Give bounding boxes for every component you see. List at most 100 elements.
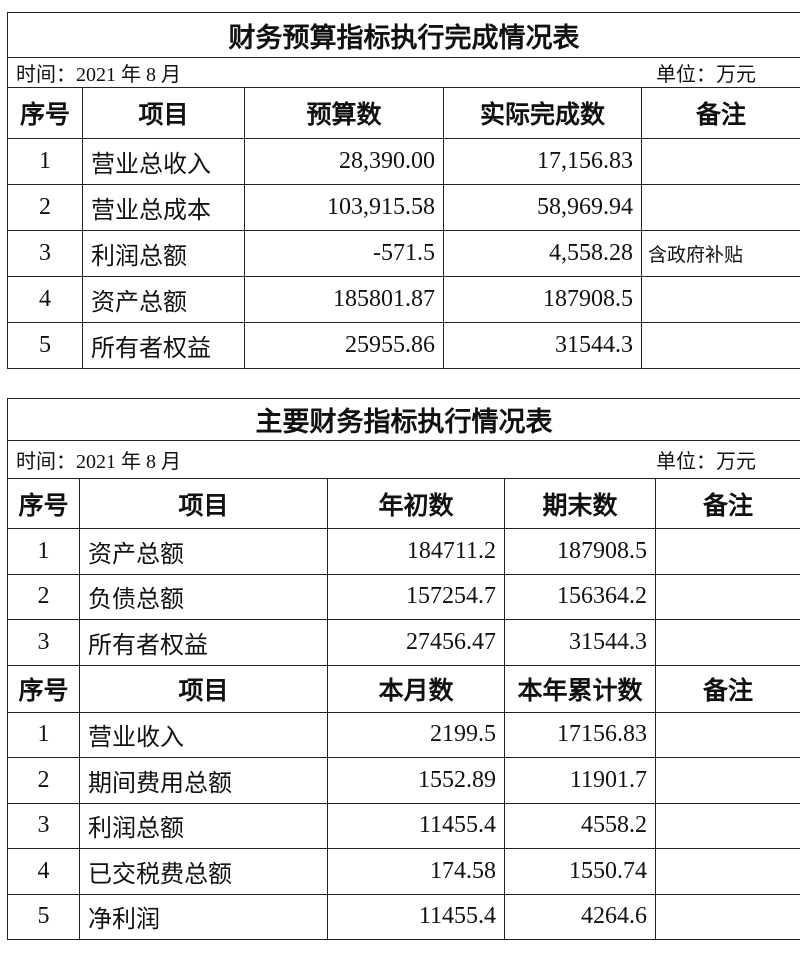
row-item: 所有者权益 [82, 322, 245, 369]
column-header: 预算数 [244, 87, 444, 139]
row-item: 已交税费总额 [79, 848, 328, 895]
row-value-2: 156364.2 [504, 573, 656, 620]
table-row: 4 资产总额 185801.87 187908.5 [7, 276, 800, 323]
table-row: 2 营业总成本 103,915.58 58,969.94 [7, 184, 800, 231]
row-value-2: 58,969.94 [443, 184, 642, 231]
column-header: 序号 [7, 664, 80, 713]
table-row: 1 营业总收入 28,390.00 17,156.83 [7, 138, 800, 185]
row-item: 资产总额 [82, 276, 245, 323]
row-value-1: 25955.86 [244, 322, 444, 369]
header-row: 序号 项目 年初数 期末数 备注 [7, 478, 800, 529]
row-index: 1 [7, 138, 83, 185]
row-item: 所有者权益 [79, 619, 328, 666]
row-note: 含政府补贴 [640, 230, 800, 277]
column-header: 期末数 [504, 478, 656, 529]
table-meta: 时间：2021 年 8 月 单位：万元 [6, 57, 800, 88]
row-index: 2 [7, 184, 83, 231]
unit-label: 单位：万元 [656, 64, 757, 86]
row-note [640, 276, 800, 323]
row-index: 4 [7, 276, 83, 323]
row-value-1: 185801.87 [244, 276, 444, 323]
row-note [640, 184, 800, 231]
column-header: 备注 [640, 87, 800, 139]
row-value-2: 17156.83 [504, 711, 656, 758]
row-item: 资产总额 [79, 528, 328, 575]
row-index: 3 [7, 619, 80, 666]
table-meta: 时间：2021 年 8 月 单位：万元 [6, 440, 800, 479]
row-index: 5 [7, 322, 83, 369]
row-index: 2 [7, 573, 80, 620]
budget-execution-table: 财务预算指标执行完成情况表 时间：2021 年 8 月 单位：万元 序号 项目 预算数… [6, 12, 800, 369]
financial-indicators-table: 主要财务指标执行情况表 时间：2021 年 8 月单位：万元 序号 项目 年初数 期末… [6, 398, 800, 940]
row-index: 2 [7, 757, 80, 804]
column-header: 项目 [79, 664, 328, 713]
row-note [654, 528, 800, 575]
header-row: 序号 项目 本月数 本年累计数 备注 [7, 664, 800, 713]
row-index: 3 [7, 802, 80, 849]
row-value-1: 11455.4 [327, 893, 505, 940]
row-value-1: 27456.47 [327, 619, 505, 666]
table-row: 3 所有者权益 27456.47 31544.3 [7, 619, 800, 666]
row-note [654, 893, 800, 940]
table-row: 5 净利润 11455.4 4264.6 [7, 893, 800, 940]
row-value-1: 2199.5 [327, 711, 505, 758]
column-header: 序号 [7, 478, 80, 529]
row-value-2: 187908.5 [504, 528, 656, 575]
table-row: 1 资产总额 184711.2 187908.5 [7, 528, 800, 575]
row-note [654, 619, 800, 666]
row-value-1: 184711.2 [327, 528, 505, 575]
row-value-1: -571.5 [244, 230, 444, 277]
row-note [654, 711, 800, 758]
row-value-2: 187908.5 [443, 276, 642, 323]
time-label: 时间：2021 年 8 月 [16, 64, 181, 86]
table-row: 4 已交税费总额 174.58 1550.74 [7, 848, 800, 895]
column-header: 实际完成数 [443, 87, 642, 139]
row-index: 1 [7, 711, 80, 758]
row-value-1: 1552.89 [327, 757, 505, 804]
row-item: 净利润 [79, 893, 328, 940]
row-value-1: 11455.4 [327, 802, 505, 849]
row-note [640, 138, 800, 185]
row-note [654, 573, 800, 620]
row-value-2: 1550.74 [504, 848, 656, 895]
row-value-2: 31544.3 [504, 619, 656, 666]
table-row: 5 所有者权益 25955.86 31544.3 [7, 322, 800, 369]
row-value-1: 174.58 [327, 848, 505, 895]
row-value-1: 103,915.58 [244, 184, 444, 231]
column-header: 项目 [79, 478, 328, 529]
row-note [654, 848, 800, 895]
row-index: 5 [7, 893, 80, 940]
table-row: 1 营业收入 2199.5 17156.83 [7, 711, 800, 758]
row-item: 负债总额 [79, 573, 328, 620]
row-value-1: 157254.7 [327, 573, 505, 620]
table-row: 3 利润总额 -571.5 4,558.28 含政府补贴 [7, 230, 800, 277]
row-item: 期间费用总额 [79, 757, 328, 804]
row-item: 营业收入 [79, 711, 328, 758]
column-header: 年初数 [327, 478, 505, 529]
column-header: 备注 [654, 664, 800, 713]
table-title: 财务预算指标执行完成情况表 [6, 12, 800, 58]
row-value-2: 17,156.83 [443, 138, 642, 185]
table-row: 2 期间费用总额 1552.89 11901.7 [7, 757, 800, 804]
column-header: 序号 [7, 87, 83, 139]
row-item: 营业总收入 [82, 138, 245, 185]
row-index: 4 [7, 848, 80, 895]
table-row: 3 利润总额 11455.4 4558.2 [7, 802, 800, 849]
row-index: 1 [7, 528, 80, 575]
row-note [654, 802, 800, 849]
row-value-2: 31544.3 [443, 322, 642, 369]
row-item: 利润总额 [79, 802, 328, 849]
table-title: 主要财务指标执行情况表 [6, 398, 800, 441]
header-row: 序号 项目 预算数 实际完成数 备注 [7, 87, 800, 139]
row-note [640, 322, 800, 369]
row-value-2: 4,558.28 [443, 230, 642, 277]
column-header: 备注 [654, 478, 800, 529]
unit-label: 单位：万元 [656, 451, 757, 473]
row-value-2: 4558.2 [504, 802, 656, 849]
row-index: 3 [7, 230, 83, 277]
row-value-2: 11901.7 [504, 757, 656, 804]
row-item: 营业总成本 [82, 184, 245, 231]
row-value-2: 4264.6 [504, 893, 656, 940]
row-note [654, 757, 800, 804]
table-row: 2 负债总额 157254.7 156364.2 [7, 573, 800, 620]
